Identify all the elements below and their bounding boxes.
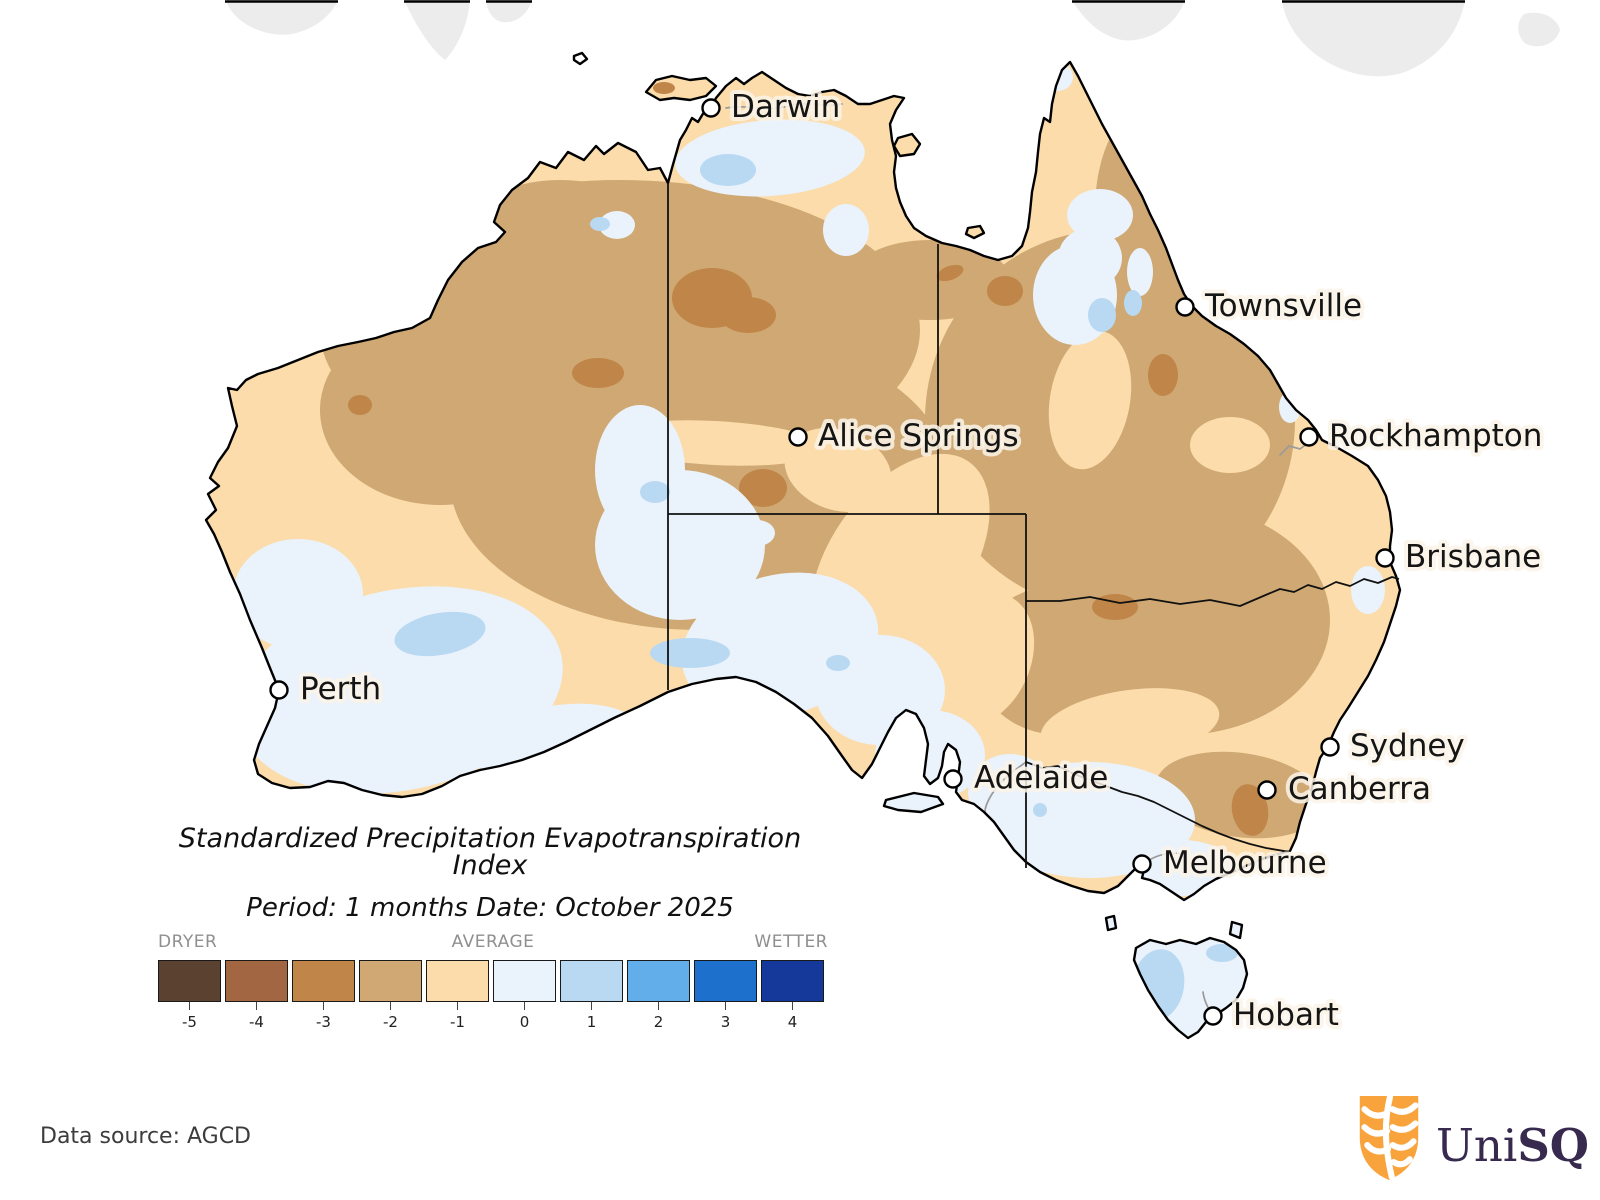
city-label-canberra: Canberra	[1288, 771, 1431, 807]
city-marker-canberra	[1257, 780, 1277, 800]
city-label-alice-springs: Alice Springs	[818, 418, 1019, 454]
city-marker-adelaide	[943, 769, 963, 789]
islands	[572, 51, 1244, 940]
city-marker-darwin	[701, 98, 721, 118]
legend-tick-label: -4	[249, 1013, 264, 1031]
city-marker-hobart	[1203, 1006, 1223, 1026]
legend-swatch	[694, 960, 757, 1002]
legend-swatches	[158, 960, 828, 1002]
data-source-text: Data source: AGCD	[40, 1124, 251, 1149]
city-marker-sydney	[1320, 737, 1340, 757]
city-marker-alice-springs	[788, 427, 808, 447]
legend-tick-label: -5	[182, 1013, 197, 1031]
city-label-sydney: Sydney	[1350, 728, 1465, 764]
legend-swatch	[292, 960, 355, 1002]
city-label-townsville: Townsville	[1204, 288, 1362, 324]
map-title-line1: Standardized Precipitation Evapotranspir…	[178, 823, 802, 881]
legend-label-wetter: WETTER	[754, 932, 828, 952]
legend-label-average: AVERAGE	[451, 932, 535, 952]
legend-tick-label: 3	[720, 1013, 731, 1031]
neighbor-landmasses	[225, 0, 1560, 77]
unisq-logo-text: UniSQ	[1436, 1119, 1589, 1172]
legend-ticks: -5 -4 -3 -2 -1 0 1 2 3 4	[158, 1002, 828, 1031]
city-marker-melbourne	[1132, 854, 1152, 874]
legend-tick-label: 1	[586, 1013, 597, 1031]
city-label-rockhampton: Rockhampton	[1329, 418, 1542, 454]
legend-swatch	[627, 960, 690, 1002]
legend-swatch	[560, 960, 623, 1002]
city-label-hobart: Hobart	[1233, 997, 1339, 1033]
city-label-brisbane: Brisbane	[1405, 539, 1541, 575]
legend-swatch	[359, 960, 422, 1002]
city-marker-brisbane	[1375, 548, 1395, 568]
legend-tick-label: -1	[450, 1013, 465, 1031]
city-marker-townsville	[1175, 297, 1195, 317]
logo-uni: Uni	[1436, 1118, 1518, 1172]
legend-headers: DRYER AVERAGE WETTER	[158, 932, 828, 954]
legend-tick-label: 4	[787, 1013, 798, 1031]
unisq-shield-icon	[1359, 1093, 1419, 1181]
legend-swatch	[761, 960, 824, 1002]
map-title-line2: Period: 1 months Date: October 2025	[246, 893, 734, 923]
city-marker-rockhampton	[1299, 427, 1319, 447]
city-label-adelaide: Adelaide	[974, 760, 1108, 796]
legend-label-dryer: DRYER	[158, 932, 218, 952]
legend-tick-label: 0	[519, 1013, 530, 1031]
legend-tick-label: 2	[653, 1013, 664, 1031]
state-borders	[667, 183, 1400, 868]
coastlines	[204, 51, 1402, 1040]
legend-swatch	[225, 960, 288, 1002]
cities: Darwin Townsville Rockhampton Brisbane A…	[269, 85, 1546, 1037]
legend-tick-label: -3	[316, 1013, 331, 1031]
spei-legend: DRYER AVERAGE WETTER -5 -4 -3 -2 -1 0 1 …	[158, 932, 828, 1031]
map-title: Standardized Precipitation Evapotranspir…	[140, 825, 840, 923]
legend-swatch	[493, 960, 556, 1002]
legend-swatch	[426, 960, 489, 1002]
legend-swatch	[158, 960, 221, 1002]
city-label-perth: Perth	[300, 671, 381, 707]
legend-tick-label: -2	[383, 1013, 398, 1031]
city-label-melbourne: Melbourne	[1163, 845, 1327, 881]
unisq-logo: UniSQ	[1356, 1092, 1589, 1184]
logo-sq: SQ	[1517, 1118, 1590, 1172]
city-marker-perth	[269, 680, 289, 700]
city-label-darwin: Darwin	[731, 89, 840, 125]
